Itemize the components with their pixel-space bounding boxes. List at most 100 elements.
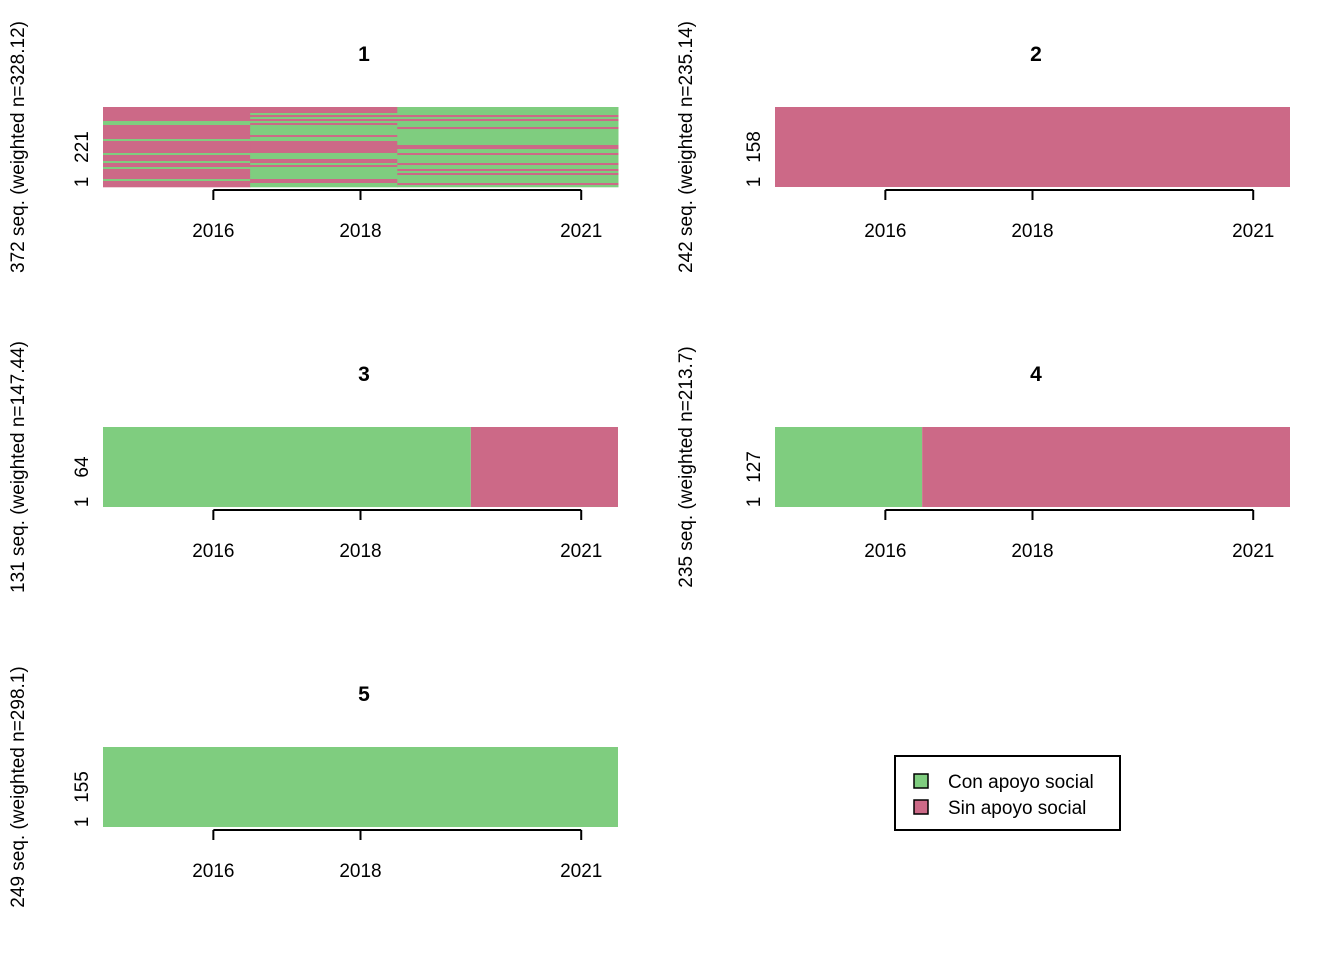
y-tick-label: 1 [72,497,93,508]
sequence-row [250,121,398,124]
legend-label: Sin apoyo social [948,798,1086,819]
x-tick-label: 2018 [1011,221,1053,242]
panel-2: 2 2016 2018 2021 1 158 242 seq. (weighted n=23… [676,21,1290,273]
sequence-row [397,151,619,154]
sequence-row [397,163,619,166]
panel-title: 3 [358,363,370,386]
sequence-row [397,125,619,128]
sequence-row [397,119,619,122]
sequence-row [397,135,619,138]
x-tick-label: 2021 [560,541,602,562]
sequence-row [103,171,251,174]
sequence-row [103,151,251,154]
sequence-row [103,141,251,144]
y-axis-label: 249 seq. (weighted n=298.1) [8,666,29,907]
sequence-row [103,169,251,172]
sequence-row [397,149,619,152]
sequence-row [250,117,398,120]
sequence-row [103,113,251,116]
sequence-row [103,131,251,134]
panel-title: 5 [358,683,370,706]
sequence-row [250,151,398,154]
sequence-row [103,175,251,178]
sequence-row [103,121,251,124]
sequence-row [250,111,398,114]
x-tick-label: 2018 [339,221,381,242]
sequence-row [397,181,619,184]
sequence-segment-sin [470,427,618,507]
sequence-row [397,145,619,148]
x-tick-label: 2016 [864,221,906,242]
sequence-row [250,109,398,112]
sequence-row [103,157,251,160]
sequence-row [397,167,619,170]
legend-box [894,755,1121,831]
sequence-segment-sin [775,107,1290,187]
sequence-row [250,171,398,174]
sequence-segment-con [775,427,923,507]
x-tick-label: 2016 [192,541,234,562]
sequence-row [397,177,619,180]
sequence-row [250,107,398,110]
sequence-row [397,121,619,124]
sequence-row [103,125,251,128]
sequence-row [250,175,398,178]
sequence-row [250,173,398,176]
x-tick-label: 2021 [1232,221,1274,242]
y-tick-label: 1 [744,177,765,188]
y-axis-label: 131 seq. (weighted n=147.44) [8,341,29,593]
sequence-row [250,155,398,158]
y-tick-label: 64 [72,456,93,478]
sequence-row [397,185,619,188]
y-axis-label: 372 seq. (weighted n=328.12) [8,21,29,273]
sequence-row [103,153,251,156]
sequence-row [397,129,619,132]
sequence-row [103,161,251,164]
sequence-row [103,127,251,130]
sequence-row [103,123,251,126]
sequence-row [250,167,398,170]
legend: Con apoyo social Sin apoyo social [894,755,1121,831]
panel-4: 4 2016 2018 2021 1 127 235 seq. (weighted n=21… [676,346,1290,588]
sequence-row [250,185,398,188]
sequence-row [397,161,619,164]
y-tick-label: 155 [72,771,93,803]
sequence-row [397,179,619,182]
sequence-row [250,127,398,130]
sequence-row [250,177,398,180]
sequence-row [103,111,251,114]
sequence-row [397,131,619,134]
sequence-row [250,137,398,140]
legend-swatch-sin [913,799,929,815]
x-tick-label: 2018 [339,861,381,882]
sequence-row [397,111,619,114]
sequence-row [250,161,398,164]
sequence-row [103,145,251,148]
x-tick-label: 2018 [339,541,381,562]
sequence-row [103,129,251,132]
sequence-row [103,109,251,112]
sequence-row [103,143,251,146]
y-tick-label: 221 [72,131,93,163]
sequence-row [103,163,251,166]
sequence-row [103,149,251,152]
sequence-row [250,163,398,166]
sequence-row [103,165,251,168]
sequence-row [103,115,251,118]
sequence-row [103,107,251,110]
legend-label: Con apoyo social [948,772,1094,793]
panel-title: 4 [1030,363,1042,386]
sequence-row [250,141,398,144]
sequence-row [397,157,619,160]
sequence-row [250,133,398,136]
sequence-row [103,133,251,136]
x-tick-label: 2016 [192,861,234,882]
sequence-row [250,135,398,138]
y-tick-label: 158 [744,131,765,163]
x-tick-label: 2021 [1232,541,1274,562]
y-tick-label: 127 [744,451,765,483]
sequence-row [250,157,398,160]
x-tick-label: 2021 [560,221,602,242]
sequence-row [397,113,619,116]
